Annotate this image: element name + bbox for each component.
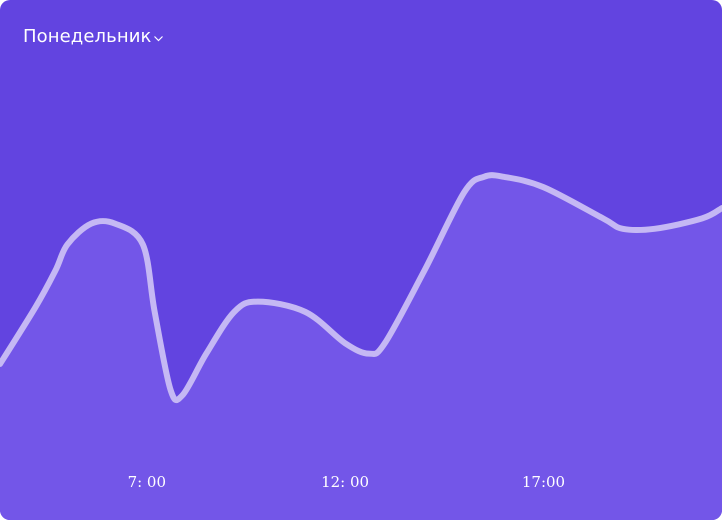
day-selector-label: Понедельник bbox=[23, 26, 152, 47]
day-selector[interactable]: Понедельник bbox=[23, 26, 164, 47]
area-fill bbox=[0, 175, 722, 520]
x-axis-ticks: 7: 00 12: 00 17:00 bbox=[128, 473, 566, 491]
x-tick-label: 17:00 bbox=[522, 473, 565, 491]
x-tick-label: 12: 00 bbox=[321, 473, 369, 491]
series-line bbox=[0, 172, 722, 404]
chevron-down-icon bbox=[153, 28, 164, 47]
x-tick-label: 7: 00 bbox=[128, 473, 166, 491]
